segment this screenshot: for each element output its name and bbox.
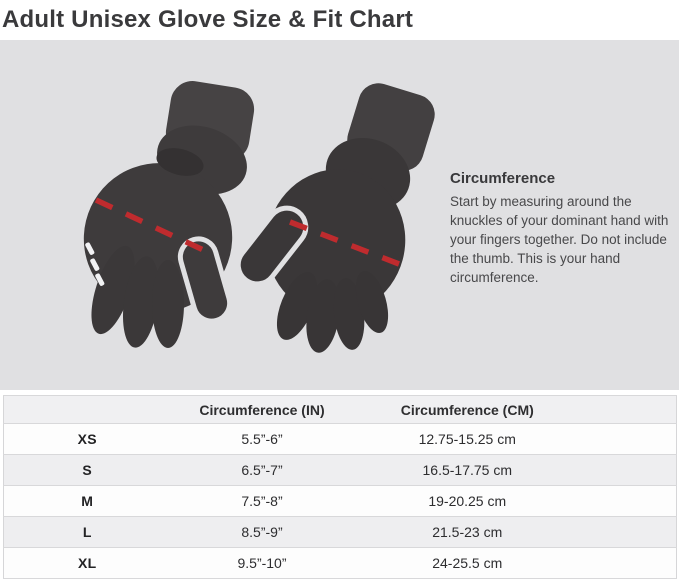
page-title: Adult Unisex Glove Size & Fit Chart [2,6,414,33]
instruction-text-line: Start by measuring around the [450,194,632,209]
inches-value-cell: 8.5”-9” [170,516,354,548]
table-header-row: Circumference (IN) Circumference (CM) [3,395,677,424]
inches-value-cell: 7.5”-8” [170,485,354,517]
inches-value-cell: 5.5”-6” [170,423,354,455]
column-header-cm: Circumference (CM) [353,395,677,424]
size-label-cell: S [3,454,171,486]
table-row: XS 5.5”-6” 12.75-15.25 cm [3,423,677,455]
size-label-cell: XS [3,423,171,455]
left-glove-icon [83,81,255,348]
inches-value-cell: 6.5”-7” [170,454,354,486]
table-row: L 8.5”-9” 21.5-23 cm [3,516,677,548]
inches-value-cell: 9.5”-10” [170,547,354,579]
panel-table-divider [0,390,679,395]
table-row: XL 9.5”-10” 24-25.5 cm [3,547,677,579]
cm-value-cell: 21.5-23 cm [353,516,677,548]
reflective-trim-icon [85,242,105,286]
size-table: Circumference (IN) Circumference (CM) XS… [3,395,677,579]
instruction-heading: Circumference [450,170,556,187]
size-label-cell: L [3,516,171,548]
instruction-text-line: knuckles of your dominant hand with [450,213,669,228]
measurement-dash-line-left [94,197,214,257]
glove-figure [83,81,435,353]
column-header-size [3,395,171,424]
cm-value-cell: 16.5-17.75 cm [353,454,677,486]
cm-value-cell: 19-20.25 cm [353,485,677,517]
glove-figure-panel: Circumference Start by measuring around … [0,40,679,390]
title-bar: Adult Unisex Glove Size & Fit Chart [0,0,679,40]
instruction-text-line: the thumb. This is your hand [450,251,621,266]
instruction-text-line: your fingers together. Do not include [450,232,667,247]
column-header-inches: Circumference (IN) [170,395,354,424]
cm-value-cell: 12.75-15.25 cm [353,423,677,455]
right-glove-icon [235,83,435,353]
instruction-block: Circumference Start by measuring around … [450,170,678,287]
cm-value-cell: 24-25.5 cm [353,547,677,579]
table-row: M 7.5”-8” 19-20.25 cm [3,485,677,517]
table-row: S 6.5”-7” 16.5-17.75 cm [3,454,677,486]
size-label-cell: M [3,485,171,517]
instruction-text-line: circumference. [450,270,539,285]
size-label-cell: XL [3,547,171,579]
